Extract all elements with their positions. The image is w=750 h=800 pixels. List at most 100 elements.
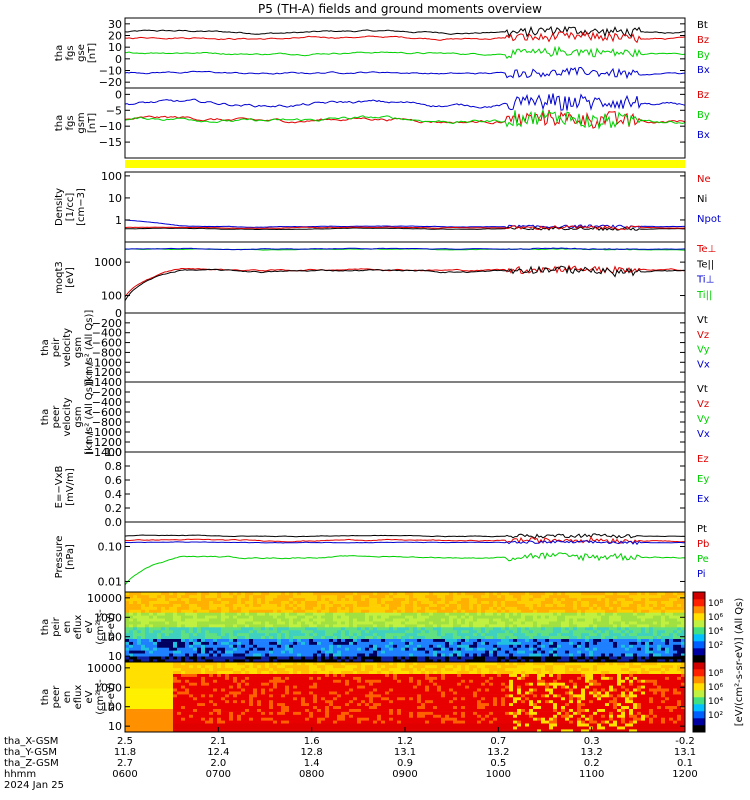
spectro-cell [185, 662, 190, 666]
spectro-cell [217, 667, 222, 671]
spectro-cell [549, 609, 554, 613]
spectro-cell [305, 726, 310, 730]
spectro-cell [229, 612, 234, 616]
spectro-cell [313, 667, 318, 671]
spectro-cell [541, 632, 546, 636]
spectro-cell [449, 600, 454, 604]
spectro-cell [377, 659, 382, 663]
spectro-cell [613, 612, 618, 616]
spectro-cell [377, 594, 382, 599]
spectro-cell [649, 635, 654, 639]
spectro-cell [137, 685, 142, 689]
spectro-cell [661, 621, 666, 625]
panel-frame [124, 381, 686, 453]
spectro-cell [265, 615, 270, 619]
y-tick-label: 0.01 [98, 575, 123, 588]
spectro-cell [381, 638, 386, 642]
spectro-cell [389, 632, 394, 636]
spectro-cell [181, 594, 186, 599]
spectro-cell [293, 656, 298, 660]
spectro-cell [145, 659, 150, 663]
spectro-cell [625, 629, 630, 634]
spectro-cell [533, 600, 538, 604]
spectro-cell [325, 726, 330, 730]
spectro-cell [681, 600, 686, 604]
spectro-cell [569, 603, 574, 607]
spectro-cell [681, 594, 686, 599]
spectro-cell [373, 592, 378, 596]
spectro-cell [353, 612, 358, 616]
spectro-cell [181, 688, 186, 692]
spectro-cell [265, 708, 270, 712]
spectro-cell [133, 699, 138, 704]
spectro-cell [477, 629, 482, 634]
spectro-cell [537, 653, 542, 657]
spectro-cell [501, 592, 506, 596]
spectro-cell [589, 600, 594, 604]
spectro-cell [345, 594, 350, 599]
spectro-cell [261, 629, 266, 634]
spectro-cell [629, 609, 634, 613]
spectro-cell [653, 638, 658, 642]
spectro-cell [225, 650, 230, 654]
spectro-cell [173, 629, 178, 634]
spectro-cell [257, 664, 262, 669]
spectro-cell [193, 679, 198, 683]
spectro-cell [533, 592, 538, 596]
spectro-cell [649, 629, 654, 634]
spectro-cell [301, 647, 306, 651]
spectro-cell [625, 592, 630, 596]
spectro-cell [557, 615, 562, 619]
spectro-cell [469, 615, 474, 619]
spectro-cell [321, 682, 326, 686]
spectro-cell [413, 629, 418, 634]
spectro-cell [221, 609, 226, 613]
spectro-cell [173, 659, 178, 663]
spectro-cell [273, 685, 278, 689]
spectro-cell [305, 682, 310, 686]
spectro-cell [517, 624, 522, 628]
spectro-cell [285, 697, 290, 701]
spectro-cell [497, 606, 502, 610]
spectro-cell [325, 723, 330, 727]
spectro-cell [293, 650, 298, 654]
spectro-cell [401, 606, 406, 610]
spectro-cell [317, 597, 322, 601]
spectro-cell [553, 629, 558, 634]
spectro-cell [281, 609, 286, 613]
spectro-cell [177, 720, 182, 724]
spectro-cell [573, 615, 578, 619]
spectro-cell [141, 612, 146, 616]
spectro-cell [393, 659, 398, 663]
spectro-cell [145, 641, 150, 645]
spectro-cell [245, 726, 250, 730]
spectro-cell [381, 609, 386, 613]
spectro-cell [261, 697, 266, 701]
spectro-cell [321, 641, 326, 645]
spectro-cell [413, 592, 418, 596]
spectro-cell [601, 635, 606, 639]
spectro-cell [637, 629, 642, 634]
spectro-cell [333, 641, 338, 645]
spectro-cell [545, 632, 550, 636]
spectro-cell [297, 664, 302, 669]
spectro-cell [305, 708, 310, 712]
spectro-cell [341, 656, 346, 660]
spectro-cell [157, 729, 162, 733]
spectro-cell [537, 624, 542, 628]
spectro-cell [209, 647, 214, 651]
spectro-cell [141, 688, 146, 692]
spectro-cell [421, 612, 426, 616]
y-axis-label: Density[1/cc][cm−3] [54, 188, 87, 226]
spectro-cell [549, 638, 554, 642]
spectro-cell [181, 717, 186, 721]
spectro-cell [597, 644, 602, 648]
spectro-cell [149, 635, 154, 639]
spectro-cell [557, 644, 562, 648]
spectro-cell [657, 624, 662, 628]
spectro-cell [541, 618, 546, 622]
spectro-cell [385, 650, 390, 654]
spectro-cell [569, 609, 574, 613]
spectro-cell [353, 726, 358, 730]
spectro-cell [665, 629, 670, 634]
